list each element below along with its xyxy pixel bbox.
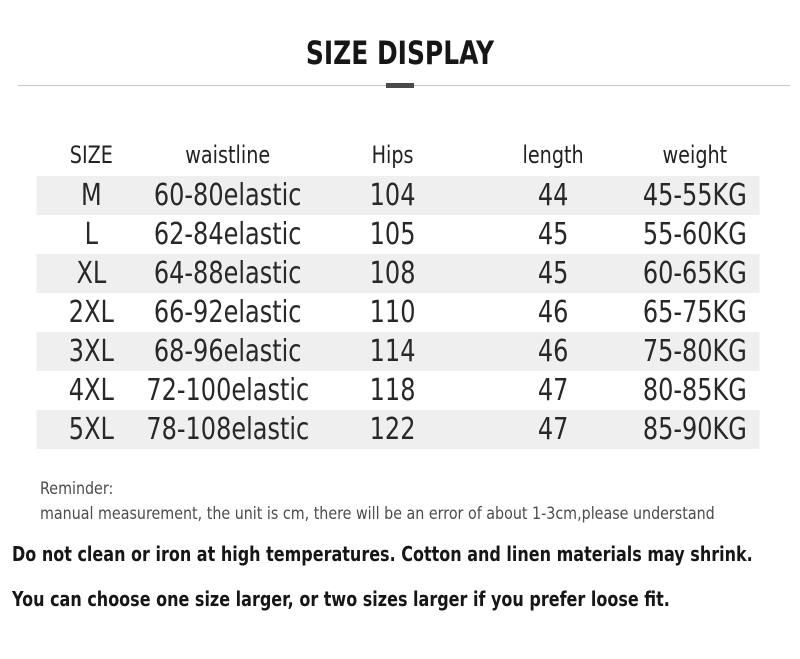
table-cell: 45-55KG [642,178,747,213]
table-cell: 60-65KG [642,256,747,291]
care-note: Do not clean or iron at high temperature… [12,542,753,566]
table-cell: 65-75KG [642,295,747,330]
table-cell: 108 [369,256,416,291]
table-cell: 122 [369,412,416,447]
table-cell: 45 [537,256,569,291]
table-cell: 66-92elastic [153,295,302,330]
table-cell: 4XL [68,373,114,408]
table-row: 2XL 66-92elastic 110 46 65-75KG [36,293,759,332]
reminder-block: Reminder: manual measurement, the unit i… [40,477,715,527]
table-cell: XL [76,256,107,291]
table-row: 5XL 78-108elastic 122 47 85-90KG [36,410,760,449]
sizing-note: You can choose one size larger, or two s… [12,587,670,611]
table-cell: 80-85KG [642,373,747,408]
table-cell: 2XL [68,295,114,330]
table-cell: 78-108elastic [146,412,310,447]
table-cell: 72-100elastic [146,373,310,408]
table-row: XL 64-88elastic 108 45 60-65KG [36,254,760,293]
table-cell: L [84,217,99,252]
table-cell: 45 [537,217,569,252]
col-header-waistline: waistline [185,141,271,169]
reminder-heading: Reminder: [40,479,114,499]
table-cell: 68-96elastic [153,334,302,369]
table-cell: 105 [369,217,416,252]
table-cell: 104 [369,178,416,213]
table-cell: 75-80KG [642,334,747,369]
table-cell: 85-90KG [642,412,747,447]
table-cell: 60-80elastic [153,178,302,213]
table-cell: 110 [369,295,416,330]
page-title: SIZE DISPLAY [305,34,495,72]
table-cell: 46 [537,295,569,330]
table-row: 3XL 68-96elastic 114 46 75-80KG [36,332,760,371]
table-header-row: SIZE waistline Hips length weight [36,134,760,176]
reminder-body: manual measurement, the unit is cm, ther… [40,504,715,524]
table-row: L 62-84elastic 105 45 55-60KG [36,215,759,254]
table-cell: 5XL [68,412,114,447]
table-cell: 114 [369,334,416,369]
table-cell: 46 [537,334,569,369]
table-cell: 47 [537,412,569,447]
divider-accent [386,83,414,88]
table-cell: 64-88elastic [153,256,302,291]
table-row: 4XL 72-100elastic 118 47 80-85KG [36,371,759,410]
size-table: SIZE waistline Hips length weight M 60-8… [36,134,760,449]
col-header-weight: weight [662,141,728,169]
table-cell: 44 [537,178,569,213]
table-cell: 118 [369,373,416,408]
table-cell: M [81,178,102,213]
col-header-length: length [522,141,584,169]
col-header-hips: Hips [371,141,414,169]
table-cell: 62-84elastic [153,217,302,252]
table-cell: 47 [537,373,569,408]
table-cell: 55-60KG [642,217,747,252]
col-header-size: SIZE [69,141,113,169]
table-row: M 60-80elastic 104 44 45-55KG [36,176,760,215]
divider [18,83,790,88]
table-cell: 3XL [68,334,114,369]
